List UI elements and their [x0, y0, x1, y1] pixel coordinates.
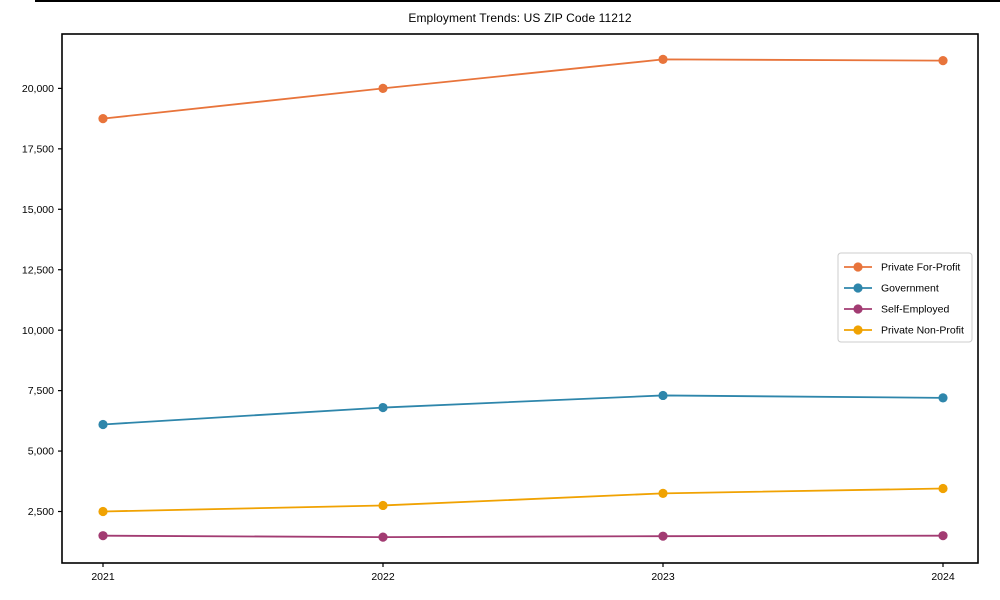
legend-marker-government — [853, 283, 863, 293]
plot-frame — [61, 33, 979, 564]
legend-marker-private-non-profit — [853, 325, 863, 335]
data-point-private-for-profit-2021 — [98, 114, 108, 124]
data-point-self-employed-2022 — [378, 532, 388, 542]
data-point-self-employed-2024 — [938, 531, 948, 541]
y-tick-label: 2,500 — [28, 506, 54, 518]
series-line-private-non-profit — [102, 487, 944, 513]
data-point-government-2021 — [98, 419, 108, 430]
series-line-private-for-profit — [102, 58, 944, 120]
series-line-self-employed — [102, 534, 944, 539]
series-line-government — [102, 394, 944, 426]
y-tick-label: 12,500 — [22, 264, 54, 276]
data-point-private-non-profit-2021 — [98, 506, 108, 517]
legend-label-private-non-profit: Private Non-Profit — [881, 325, 964, 337]
legend-marker-private-for-profit — [853, 262, 863, 272]
data-point-self-employed-2023 — [658, 531, 668, 541]
data-point-private-for-profit-2022 — [378, 83, 388, 93]
x-tick-label: 2021 — [91, 571, 115, 583]
y-tick-label: 15,000 — [22, 204, 54, 216]
y-tick-label: 17,500 — [22, 143, 54, 155]
legend-label-government: Government — [881, 283, 939, 295]
data-point-private-for-profit-2024 — [938, 55, 948, 66]
data-point-self-employed-2021 — [98, 531, 108, 541]
x-tick-label: 2022 — [371, 571, 395, 583]
data-point-private-non-profit-2023 — [658, 488, 668, 498]
data-point-private-for-profit-2023 — [658, 54, 668, 64]
data-point-government-2024 — [938, 393, 948, 403]
data-point-private-non-profit-2022 — [378, 500, 388, 511]
data-point-government-2023 — [658, 390, 668, 401]
data-point-private-non-profit-2024 — [938, 483, 948, 494]
legend-label-private-for-profit: Private For-Profit — [881, 262, 960, 274]
x-tick-label: 2024 — [931, 571, 955, 583]
legend-box — [837, 252, 973, 343]
y-tick-label: 7,500 — [28, 385, 54, 397]
chart-title: Employment Trends: US ZIP Code 11212 — [408, 11, 632, 25]
legend-label-self-employed: Self-Employed — [881, 304, 949, 316]
top-border — [35, 0, 1000, 2]
x-tick-label: 2023 — [651, 571, 675, 583]
y-tick-label: 10,000 — [22, 325, 54, 337]
legend-marker-self-employed — [853, 304, 863, 314]
y-tick-label: 20,000 — [22, 83, 54, 95]
y-tick-label: 5,000 — [28, 446, 54, 458]
data-point-government-2022 — [378, 402, 388, 413]
